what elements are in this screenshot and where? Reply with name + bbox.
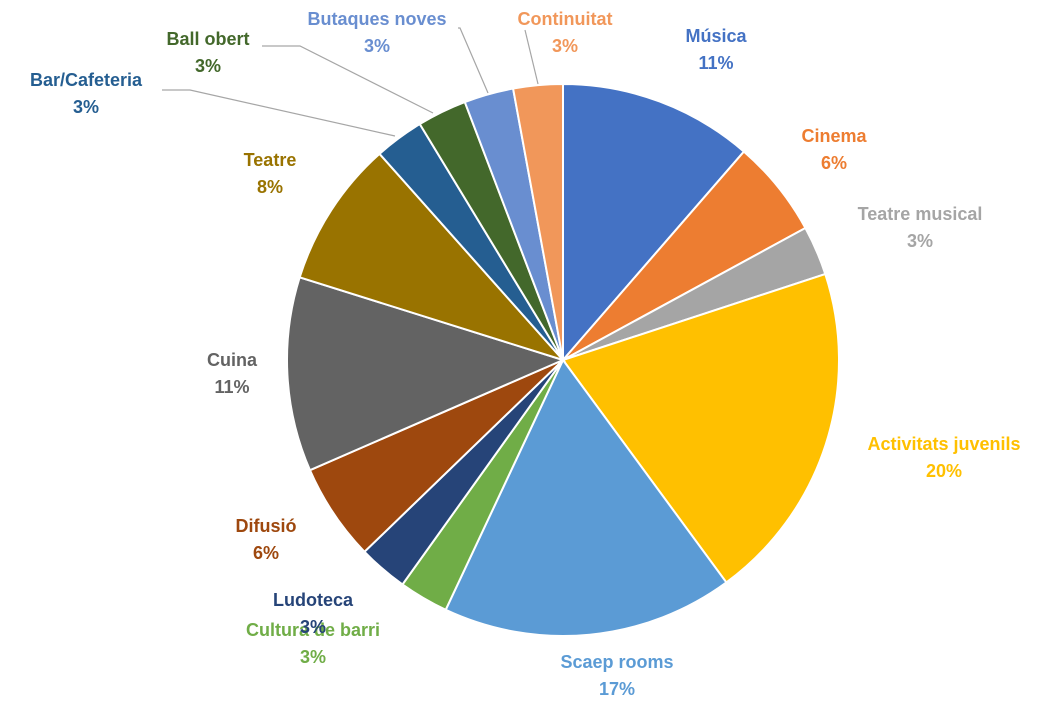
leader-line-bar-cafeteria xyxy=(162,89,396,137)
slice-percent: 11% xyxy=(698,53,733,73)
slice-label: Teatre musical xyxy=(858,204,983,224)
slice-percent: 6% xyxy=(253,543,279,563)
slice-percent: 17% xyxy=(599,679,635,699)
slice-percent: 3% xyxy=(73,97,99,117)
slice-percent: 3% xyxy=(552,36,578,56)
pie-slice-scaep-rooms xyxy=(444,358,728,638)
data-label-butaques-noves: Butaques noves 3% xyxy=(307,9,446,56)
slice-label: Cuina xyxy=(207,350,258,370)
pie-slice-activitats-juvenils xyxy=(561,272,840,584)
slice-percent: 8% xyxy=(257,177,283,197)
slice-percent: 3% xyxy=(907,231,933,251)
slice-label: Continuitat xyxy=(518,9,613,29)
slice-percent: 3% xyxy=(300,617,326,637)
slice-label: Butaques noves xyxy=(307,9,446,29)
pie-slice-musica xyxy=(562,82,746,363)
pie-slices xyxy=(286,82,840,638)
slice-percent: 3% xyxy=(195,56,221,76)
slice-label: Bar/Cafeteria xyxy=(30,70,143,90)
leader-line-continuitat xyxy=(524,29,539,85)
slice-label: Ball obert xyxy=(166,29,249,49)
data-label-bar-cafeteria: Bar/Cafeteria 3% xyxy=(30,70,143,117)
slice-label: Cinema xyxy=(801,126,867,146)
data-label-ludoteca: Ludoteca 3% xyxy=(273,590,354,637)
slice-percent: 3% xyxy=(300,647,326,667)
data-label-difusio: Difusió 6% xyxy=(236,516,297,563)
data-label-ball-obert: Ball obert 3% xyxy=(166,29,249,76)
leader-line-butaques-noves xyxy=(458,27,489,94)
data-label-cuina: Cuina 11% xyxy=(207,350,258,397)
data-label-teatre-musical: Teatre musical 3% xyxy=(858,204,983,251)
slice-label: Música xyxy=(685,26,747,46)
data-label-scaep-rooms: Scaep rooms 17% xyxy=(560,652,673,699)
slice-label: Ludoteca xyxy=(273,590,354,610)
pie-slice-continuitat xyxy=(511,82,564,361)
data-label-teatre: Teatre 8% xyxy=(244,150,297,197)
leader-line-ball-obert xyxy=(262,45,434,114)
data-label-musica: Música 11% xyxy=(685,26,747,73)
slice-label: Scaep rooms xyxy=(560,652,673,672)
slice-percent: 6% xyxy=(821,153,847,173)
slice-percent: 11% xyxy=(214,377,249,397)
data-label-continuitat: Continuitat 3% xyxy=(518,9,613,56)
pie-slice-cuina xyxy=(286,276,566,472)
data-label-activitats-juvenils: Activitats juvenils 20% xyxy=(867,434,1020,481)
slice-label: Activitats juvenils xyxy=(867,434,1020,454)
slice-label: Teatre xyxy=(244,150,297,170)
slice-label: Cultura de barri xyxy=(246,620,380,640)
slice-percent: 3% xyxy=(364,36,390,56)
slice-percent: 20% xyxy=(926,461,962,481)
data-label-cinema: Cinema 6% xyxy=(801,126,867,173)
pie-slice-teatre xyxy=(298,152,567,363)
slice-label: Difusió xyxy=(236,516,297,536)
